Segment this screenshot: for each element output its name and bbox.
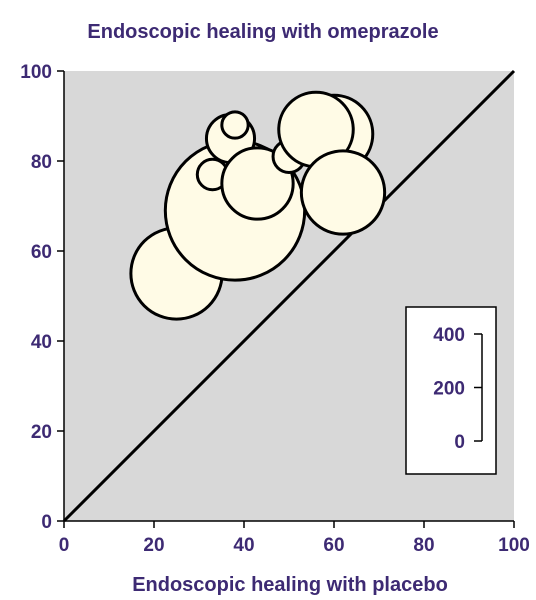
x-tick-label: 100 [498,535,530,556]
x-tick-label: 60 [323,535,344,556]
y-tick-label: 0 [41,512,52,533]
legend-label: 0 [454,432,465,453]
legend-label: 200 [433,379,465,400]
x-tick-label: 40 [233,535,254,556]
legend-box [405,306,497,475]
x-axis-title: Endoscopic healing with placebo [132,574,448,596]
y-tick-label: 100 [20,62,52,83]
chart-title: Endoscopic healing with omeprazole [87,21,438,43]
x-tick-label: 80 [413,535,434,556]
identity-line [62,69,516,523]
y-tick-label: 80 [31,152,52,173]
size-legend: 400 200 0 [405,306,497,475]
bubbles [129,90,387,321]
x-tick-label: 20 [143,535,164,556]
y-tick-label: 40 [31,332,52,353]
y-tick-label: 60 [31,242,52,263]
y-tick-label: 20 [31,422,52,443]
bubble-point [299,149,387,236]
axes: 0 20 40 60 80 100 0 20 40 60 80 100 [20,62,530,556]
bubble-point [220,110,250,140]
legend-label: 400 [433,325,465,346]
x-tick-label: 0 [59,535,70,556]
